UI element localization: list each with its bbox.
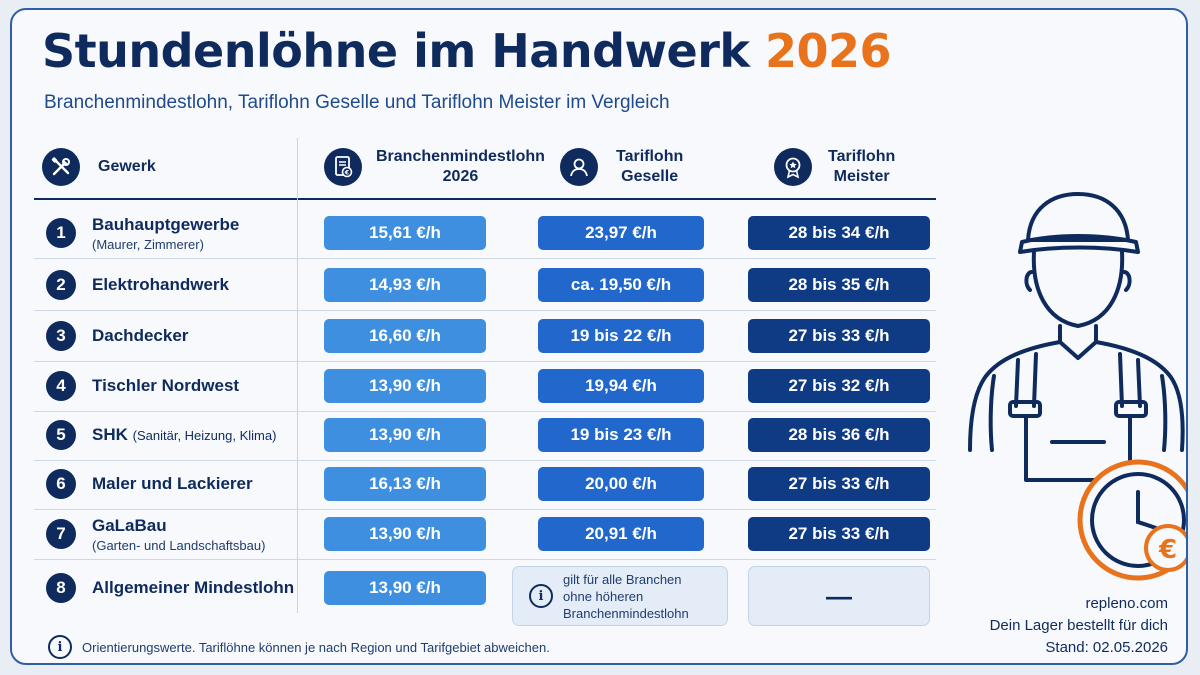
row-number: 3 (46, 321, 76, 351)
trade-name: GaLaBau (92, 515, 167, 535)
trade-name: Dachdecker (92, 326, 189, 345)
geselle-wage-pill: ca. 19,50 €/h (538, 268, 704, 302)
min-wage-pill: 13,90 €/h (324, 517, 486, 551)
header-min-line1: Branchenmindestlohn (376, 148, 545, 165)
trade-note: (Garten- und Landschaftsbau) (92, 537, 266, 553)
header-ges-line1: Tariflohn (616, 148, 684, 165)
header-ges: Tariflohn Geselle (560, 140, 683, 194)
geselle-info-box: i gilt für alle Branchen ohne höheren Br… (512, 566, 728, 626)
brand-site: repleno.com (1085, 595, 1168, 612)
table-row: 3 Dachdecker 16,60 €/h 19 bis 22 €/h 27 … (34, 311, 936, 362)
footer-note-text: Orientierungswerte. Tariflöhne können je… (82, 639, 550, 655)
table-row: 4 Tischler Nordwest 13,90 €/h 19,94 €/h … (34, 361, 936, 412)
row-number: 7 (46, 519, 76, 549)
min-wage-pill: 13,90 €/h (324, 369, 486, 403)
min-wage-pill: 15,61 €/h (324, 216, 486, 250)
meister-wage-pill: 27 bis 33 €/h (748, 517, 930, 551)
geselle-wage-pill: 19 bis 22 €/h (538, 319, 704, 353)
footer-note: i Orientierungswerte. Tariflöhne können … (48, 635, 550, 659)
meister-wage-pill: 28 bis 36 €/h (748, 418, 930, 452)
info-text-line: ohne höheren (563, 588, 644, 604)
document-euro-icon: € (324, 148, 362, 186)
header-mei: Tariflohn Meister (774, 140, 895, 194)
min-wage-pill: 16,60 €/h (324, 319, 486, 353)
min-wage-pill: 16,13 €/h (324, 467, 486, 501)
title-main: Stundenlöhne im Handwerk (42, 24, 750, 78)
meister-wage-pill: 27 bis 33 €/h (748, 319, 930, 353)
info-text-line: Branchenmindestlohn (563, 605, 689, 621)
info-icon: i (48, 635, 72, 659)
award-star-icon (774, 148, 812, 186)
header-min: € Branchenmindestlohn 2026 (324, 140, 545, 194)
min-wage-pill: 14,93 €/h (324, 268, 486, 302)
svg-text:€: € (344, 169, 350, 177)
min-wage-pill: 13,90 €/h (324, 418, 486, 452)
table-row: 2 Elektrohandwerk 14,93 €/h ca. 19,50 €/… (34, 260, 936, 311)
euro-glyph: € (1158, 535, 1177, 565)
table-row: 7 GaLaBau (Garten- und Landschaftsbau) 1… (34, 509, 936, 560)
geselle-wage-pill: 19,94 €/h (538, 369, 704, 403)
table-row: 8 Allgemeiner Mindestlohn 13,90 €/h (34, 563, 936, 613)
info-icon: i (529, 584, 553, 608)
subtitle: Branchenmindestlohn, Tariflohn Geselle u… (44, 92, 670, 113)
title-year: 2026 (764, 24, 892, 78)
header-min-line2: 2026 (442, 168, 479, 185)
infographic-card: Stundenlöhne im Handwerk 2026 Branchenmi… (10, 8, 1188, 665)
meister-wage-pill: 28 bis 34 €/h (748, 216, 930, 250)
page-title: Stundenlöhne im Handwerk 2026 (42, 24, 892, 78)
header-trade: Gewerk (42, 140, 156, 194)
row-number: 8 (46, 573, 76, 603)
worker-illustration: € (968, 192, 1186, 581)
clock-euro-icon: € (1077, 459, 1186, 581)
header-mei-line1: Tariflohn (828, 148, 896, 165)
tools-icon (42, 148, 80, 186)
trade-name: Elektrohandwerk (92, 275, 229, 294)
trade-name: SHK (92, 425, 128, 444)
meister-wage-pill: 27 bis 32 €/h (748, 369, 930, 403)
row-number: 6 (46, 469, 76, 499)
header-ges-line2: Geselle (621, 168, 679, 185)
brand-tagline: Dein Lager bestellt für dich (989, 617, 1168, 634)
brand-block: repleno.com Dein Lager bestellt für dich… (990, 593, 1168, 659)
geselle-wage-pill: 23,97 €/h (538, 216, 704, 250)
row-number: 4 (46, 371, 76, 401)
geselle-wage-pill: 19 bis 23 €/h (538, 418, 704, 452)
table-row: 5 SHK (Sanitär, Heizung, Klima) 13,90 €/… (34, 410, 936, 461)
header-trade-label: Gewerk (98, 158, 156, 175)
column-divider (297, 138, 298, 613)
person-icon (560, 148, 598, 186)
trade-name: Allgemeiner Mindestlohn (92, 578, 295, 597)
row-number: 2 (46, 270, 76, 300)
geselle-wage-pill: 20,91 €/h (538, 517, 704, 551)
trade-note: (Maurer, Zimmerer) (92, 236, 204, 252)
row-number: 5 (46, 420, 76, 450)
header-mei-line2: Meister (833, 168, 890, 185)
trade-name: Tischler Nordwest (92, 376, 240, 395)
table-row: 1 Bauhauptgewerbe (Maurer, Zimmerer) 15,… (34, 208, 936, 259)
trade-name: Maler und Lackierer (92, 474, 253, 493)
meister-dash-box: — (748, 566, 930, 626)
table-row: 6 Maler und Lackierer 16,13 €/h 20,00 €/… (34, 459, 936, 510)
trade-note: (Sanitär, Heizung, Klima) (132, 428, 277, 443)
brand-date: Stand: 02.05.2026 (1045, 639, 1168, 656)
header-divider (34, 198, 936, 200)
row-number: 1 (46, 218, 76, 248)
info-text-line: gilt für alle Branchen (563, 571, 682, 587)
trade-name: Bauhauptgewerbe (92, 214, 240, 234)
meister-wage-pill: 27 bis 33 €/h (748, 467, 930, 501)
geselle-wage-pill: 20,00 €/h (538, 467, 704, 501)
meister-wage-pill: 28 bis 35 €/h (748, 268, 930, 302)
min-wage-pill: 13,90 €/h (324, 571, 486, 605)
